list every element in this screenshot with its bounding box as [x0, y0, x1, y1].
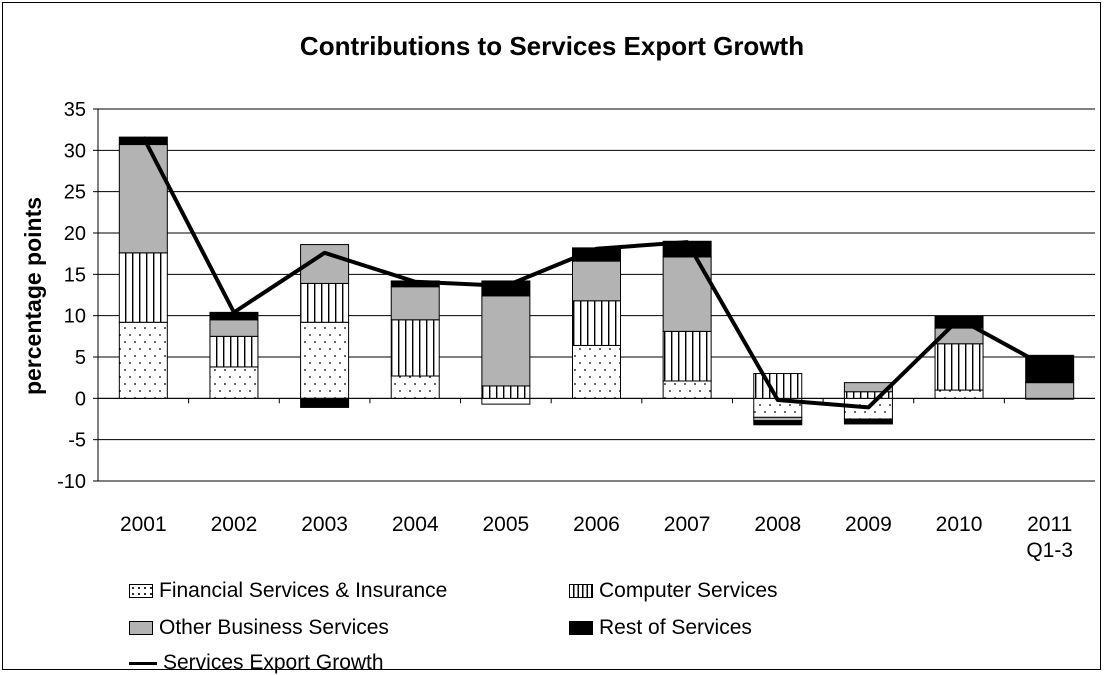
- x-tick-label: 2010: [936, 513, 983, 536]
- bar-segment-vertical-stripes: [481, 385, 531, 399]
- bar-segment-vertical-stripes: [934, 343, 984, 391]
- bar-segment-solid-gray: [390, 286, 440, 321]
- y-tick-label: 25: [64, 182, 86, 204]
- legend-label-financial: Financial Services & Insurance: [159, 579, 448, 602]
- bar-segment-dots: [118, 321, 168, 399]
- legend-label-rest: Rest of Services: [599, 616, 752, 639]
- y-tick-label: -5: [68, 430, 86, 452]
- black-swatch-icon: [569, 621, 593, 635]
- growth-line-series: [141, 136, 1051, 410]
- stacked-bars: [118, 136, 1075, 426]
- x-tick-label: 2001: [120, 513, 167, 536]
- bar-segment-vertical-stripes: [390, 319, 440, 377]
- bar-segment-solid-black: [843, 418, 893, 425]
- bar-segment-vertical-stripes: [209, 335, 259, 368]
- x-tick-label: 2009: [845, 513, 892, 536]
- legend-label-growth: Services Export Growth: [163, 651, 384, 674]
- y-tick-label: 15: [64, 264, 86, 286]
- bar-segment-vertical-stripes: [753, 373, 803, 399]
- x-tick-label: 2004: [392, 513, 439, 536]
- legend-item-computer: Computer Services: [569, 579, 778, 603]
- chart-canvas: Contributions to Services Export Growth …: [20, 31, 1095, 562]
- bar-segment-solid-gray: [118, 144, 168, 254]
- x-tick-labels: 2001 2002 2003 2004 2005 2006 2007 2008 2009 2010…: [120, 513, 1073, 562]
- x-tick-label: 2002: [211, 513, 258, 536]
- x-tick-label: 2003: [301, 513, 348, 536]
- legend-label-other-business: Other Business Services: [159, 616, 389, 639]
- y-tick-label: 30: [64, 140, 86, 162]
- y-tick-label: 10: [64, 306, 86, 328]
- legend-item-other-business: Other Business Services: [129, 616, 389, 640]
- bar-segment-vertical-stripes: [662, 330, 712, 382]
- line-swatch-icon: [129, 661, 157, 665]
- growth-line: [141, 136, 1051, 410]
- y-tick-label: 20: [64, 223, 86, 245]
- legend-item-financial: Financial Services & Insurance: [129, 579, 447, 603]
- bar-segment-solid-black: [753, 420, 803, 426]
- bar-segment-dots: [481, 397, 531, 405]
- dots-pattern-swatch-icon: [129, 584, 153, 598]
- bar-segment-dots: [934, 389, 984, 399]
- y-tick-label: 5: [75, 347, 86, 369]
- legend-label-computer: Computer Services: [599, 579, 778, 602]
- bar-segment-dots: [572, 344, 621, 399]
- y-axis-label: percentage points: [20, 197, 46, 395]
- bar-segment-solid-black: [934, 315, 984, 329]
- chart-title: Contributions to Services Export Growth: [300, 31, 804, 61]
- bar-segment-solid-gray: [843, 382, 893, 393]
- y-tick-labels: -10 -5 0 5 10 15 20 25 30 35: [57, 99, 86, 493]
- bar-segment-vertical-stripes: [118, 252, 168, 323]
- bar-segment-dots: [390, 375, 440, 399]
- bar-segment-solid-gray: [209, 319, 259, 337]
- x-tick-label: 2006: [573, 513, 620, 536]
- bar-segment-dots: [209, 366, 259, 399]
- stripes-pattern-swatch-icon: [569, 584, 593, 598]
- x-tick-label: 2007: [664, 513, 711, 536]
- legend-item-growth: Services Export Growth: [129, 651, 384, 675]
- bar-segment-dots: [300, 321, 350, 399]
- gray-swatch-icon: [129, 621, 153, 635]
- x-tick-label: 2005: [483, 513, 530, 536]
- bar-segment-vertical-stripes: [300, 282, 350, 323]
- legend-item-rest: Rest of Services: [569, 616, 752, 640]
- bar-segment-solid-gray: [481, 295, 531, 387]
- bar-segment-dots: [662, 380, 712, 399]
- x-tick-label: 2008: [754, 513, 801, 536]
- bar-segment-vertical-stripes: [572, 300, 621, 346]
- x-tick-label: 2011 Q1-3: [1026, 513, 1073, 562]
- y-tick-label: 35: [64, 99, 86, 121]
- y-tick-label: 0: [75, 388, 86, 410]
- bar-segment-solid-gray: [1025, 382, 1075, 399]
- bar-segment-solid-gray: [572, 260, 621, 302]
- y-tick-label: -10: [57, 471, 86, 493]
- bar-segment-solid-black: [300, 397, 350, 408]
